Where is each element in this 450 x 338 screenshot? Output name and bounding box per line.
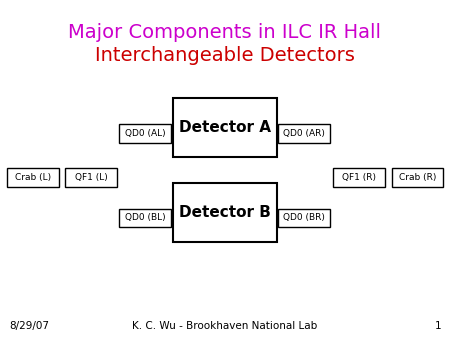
- FancyBboxPatch shape: [119, 209, 171, 227]
- Text: QD0 (AL): QD0 (AL): [125, 129, 166, 138]
- Text: QD0 (BL): QD0 (BL): [125, 213, 166, 222]
- FancyBboxPatch shape: [392, 168, 443, 187]
- Text: 8/29/07: 8/29/07: [9, 321, 49, 331]
- FancyBboxPatch shape: [278, 209, 330, 227]
- Text: Interchangeable Detectors: Interchangeable Detectors: [95, 46, 355, 65]
- Text: QD0 (AR): QD0 (AR): [283, 129, 325, 138]
- FancyBboxPatch shape: [7, 168, 58, 187]
- Text: QF1 (R): QF1 (R): [342, 173, 376, 182]
- FancyBboxPatch shape: [333, 168, 385, 187]
- FancyBboxPatch shape: [173, 183, 277, 242]
- Text: 1: 1: [434, 321, 441, 331]
- Text: Crab (L): Crab (L): [14, 173, 51, 182]
- FancyBboxPatch shape: [119, 124, 171, 143]
- Text: QD0 (BR): QD0 (BR): [283, 213, 325, 222]
- Text: Major Components in ILC IR Hall: Major Components in ILC IR Hall: [68, 23, 382, 42]
- FancyBboxPatch shape: [65, 168, 117, 187]
- Text: Detector A: Detector A: [179, 120, 271, 135]
- FancyBboxPatch shape: [173, 98, 277, 157]
- Text: Detector B: Detector B: [179, 204, 271, 220]
- Text: Crab (R): Crab (R): [399, 173, 436, 182]
- FancyBboxPatch shape: [278, 124, 330, 143]
- Text: K. C. Wu - Brookhaven National Lab: K. C. Wu - Brookhaven National Lab: [132, 321, 318, 331]
- Text: QF1 (L): QF1 (L): [75, 173, 108, 182]
